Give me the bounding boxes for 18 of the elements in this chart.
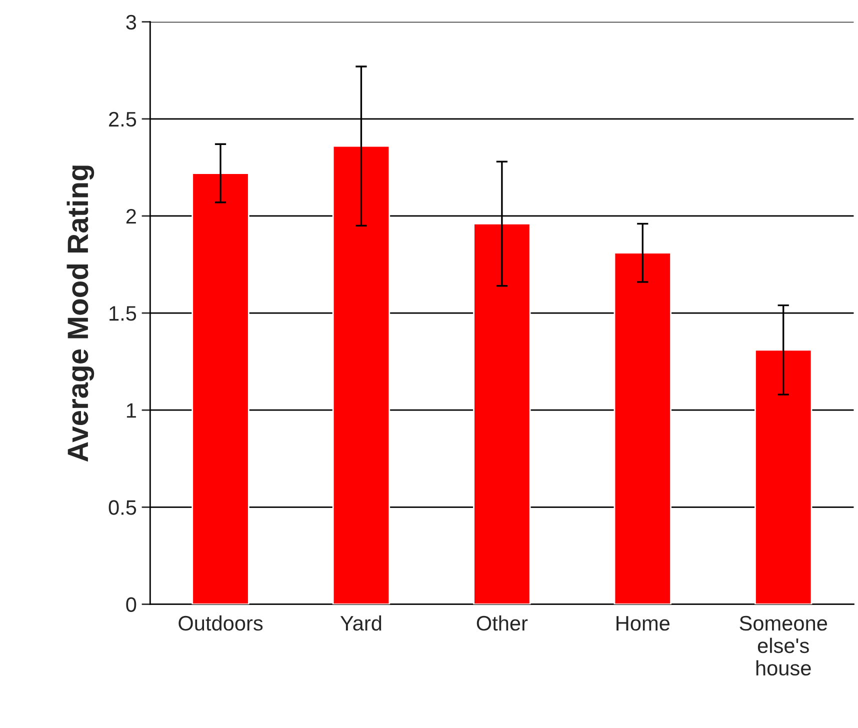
y-tick-label: 1.5 — [110, 306, 136, 321]
y-tick-label: 2 — [126, 208, 136, 224]
y-axis-title: Average Mood Rating — [66, 166, 94, 462]
bar — [473, 223, 531, 604]
x-tick-label: Other — [476, 615, 528, 631]
y-tick-label: 3 — [126, 14, 136, 30]
y-tick-label: 0.5 — [108, 500, 136, 515]
x-tick-label: Outdoors — [178, 615, 263, 631]
y-tick-label: 0 — [126, 597, 136, 612]
y-tick-label: 2.5 — [109, 112, 136, 127]
x-tick-label: Home — [616, 616, 670, 631]
bar — [614, 252, 672, 604]
bar — [332, 145, 390, 604]
x-tick-label: Someone else's house — [740, 616, 828, 676]
bar — [754, 349, 812, 604]
y-tick-label: 1 — [126, 403, 136, 418]
bar — [192, 172, 250, 604]
x-tick-label: Yard — [340, 615, 382, 631]
